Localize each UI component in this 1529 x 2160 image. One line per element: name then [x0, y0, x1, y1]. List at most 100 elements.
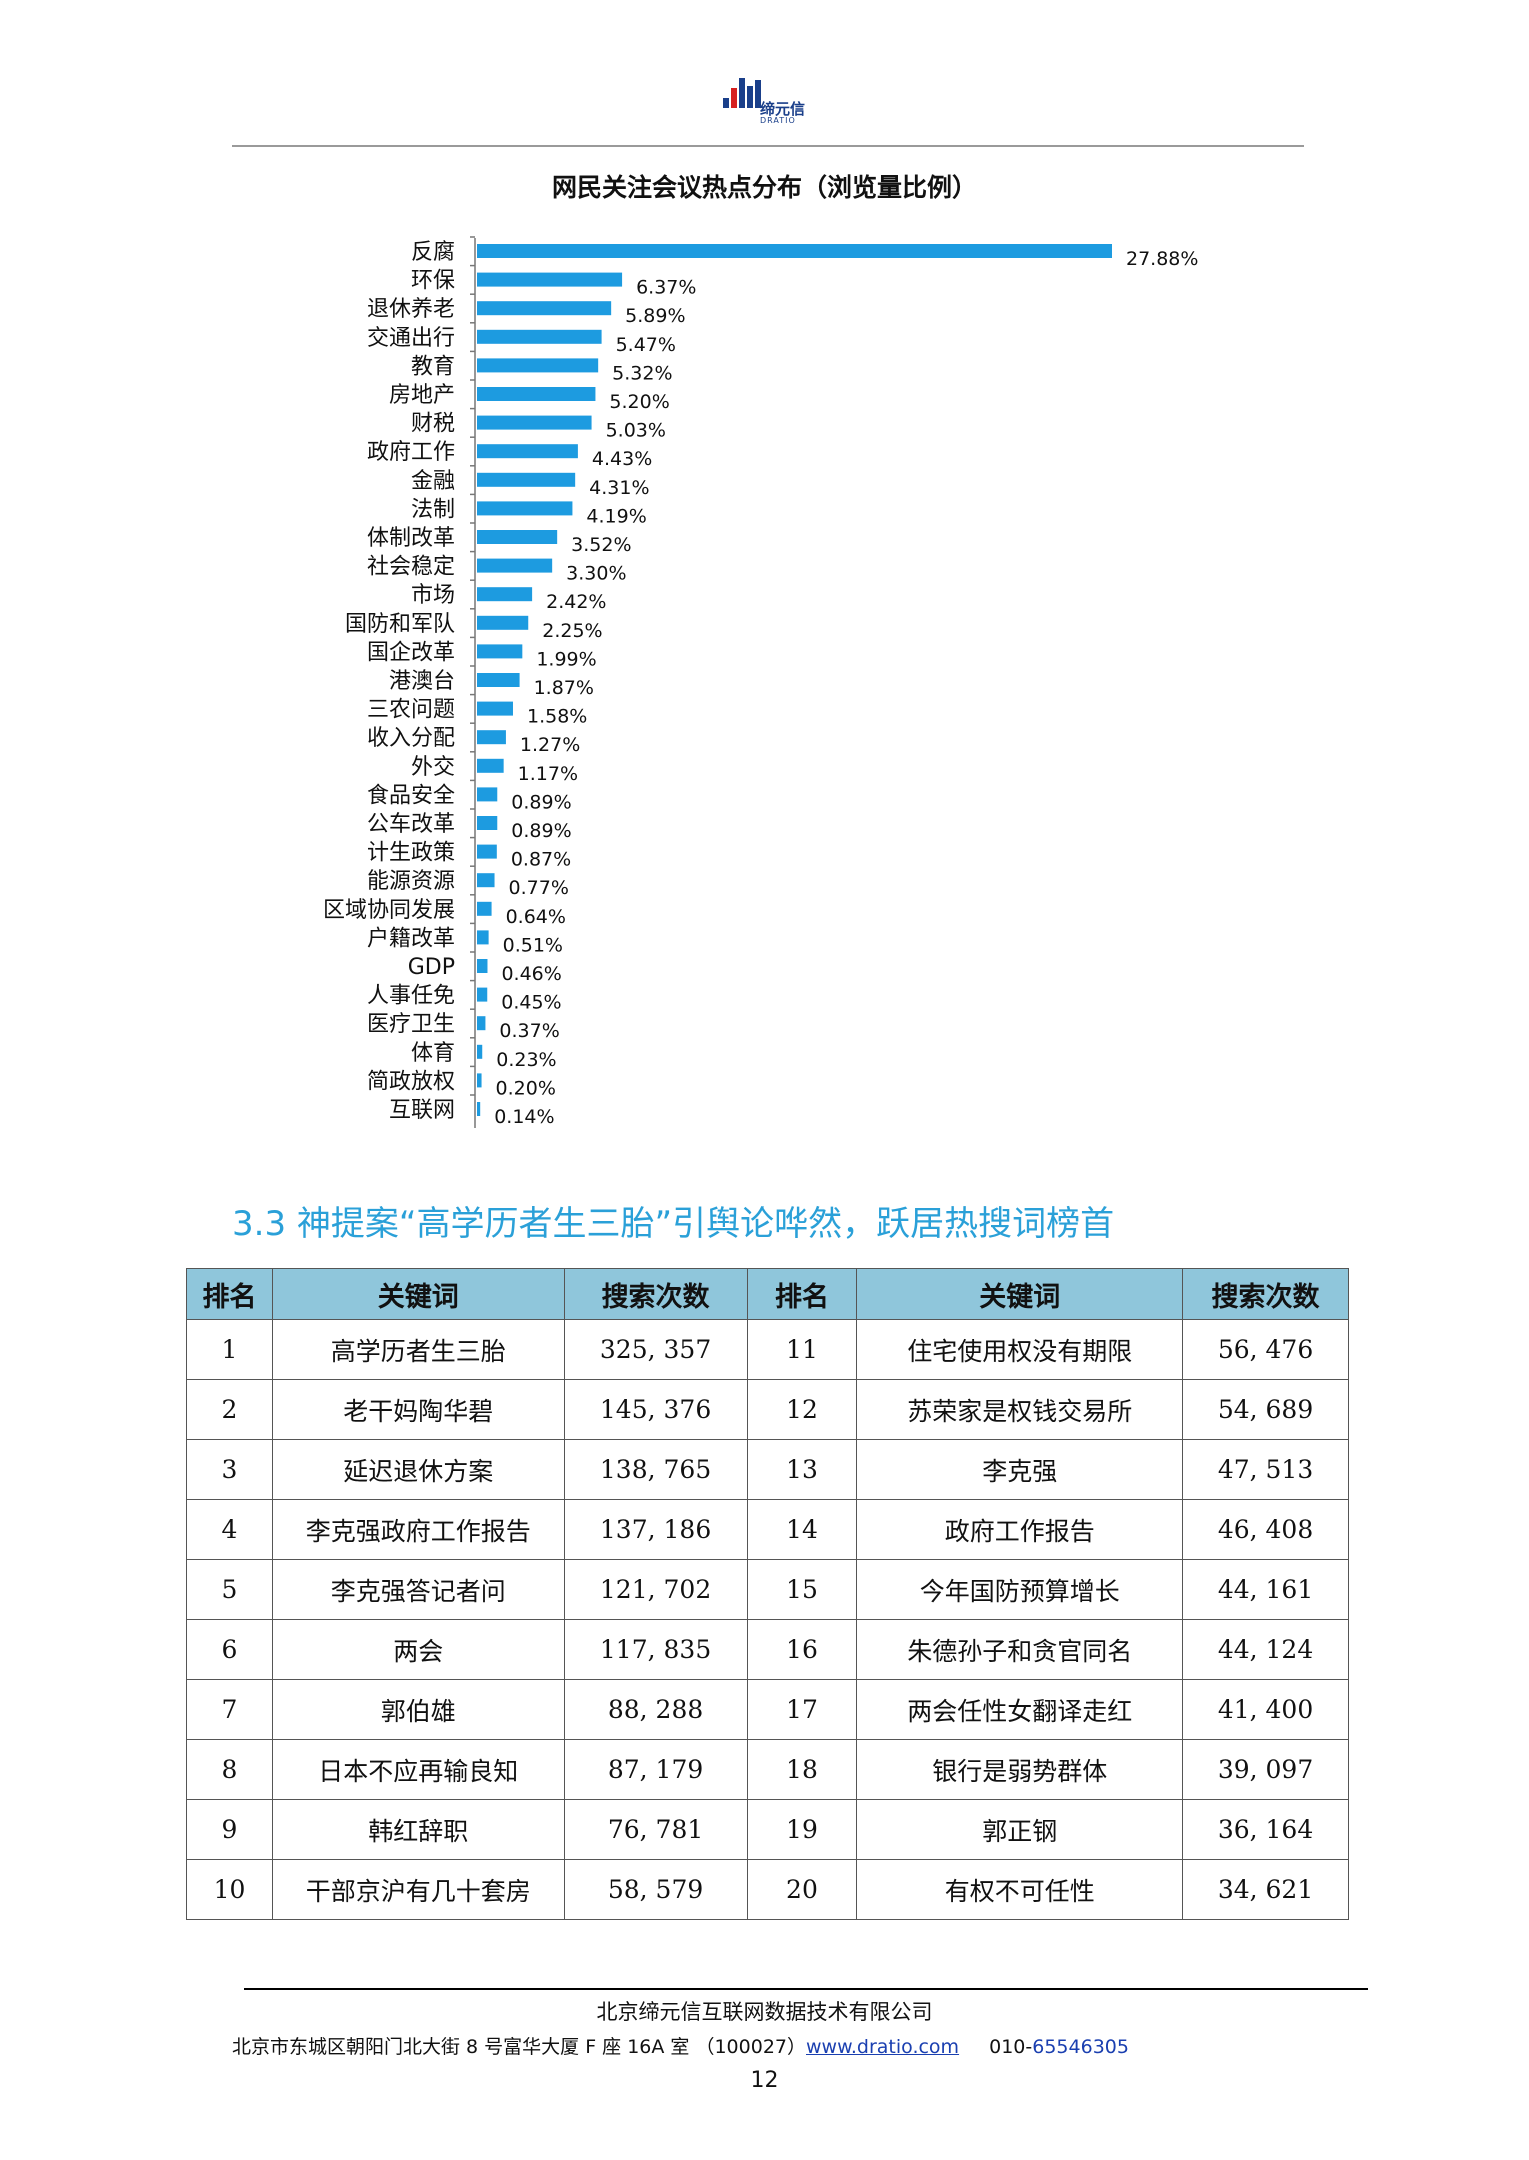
category-label: 交通出行 [367, 326, 455, 351]
category-label: 金融 [411, 469, 455, 494]
keyword-cell: 李克强 [856, 1439, 1184, 1500]
rank-cell: 11 [746, 1319, 858, 1380]
value-label: 4.19% [586, 505, 646, 527]
bar [477, 244, 1112, 258]
bar [477, 415, 592, 430]
keyword-cell: 郭正钢 [856, 1799, 1184, 1860]
search-count-cell: 137, 186 [563, 1499, 748, 1560]
website-link[interactable]: www.dratio.com [806, 2036, 960, 2058]
rank-cell: 14 [746, 1499, 858, 1560]
category-label: 房地产 [389, 383, 455, 408]
value-label: 4.31% [589, 477, 649, 499]
keyword-cell: 郭伯雄 [271, 1679, 565, 1740]
bar [477, 387, 596, 401]
bar [477, 701, 513, 716]
dratio-logo: 缔元信 DRATIO [718, 68, 828, 128]
bar [477, 329, 602, 344]
header-search-count: 搜索次数 [563, 1268, 748, 1320]
value-label: 0.89% [511, 791, 571, 813]
category-label: 简政放权 [367, 1069, 455, 1094]
keyword-cell: 有权不可任性 [856, 1859, 1184, 1920]
category-label: 国企改革 [367, 640, 455, 665]
value-label: 3.52% [571, 534, 631, 556]
search-count-cell: 36, 164 [1182, 1799, 1349, 1860]
rank-cell: 3 [186, 1439, 273, 1500]
header-keyword: 关键词 [271, 1268, 565, 1320]
value-label: 0.89% [511, 820, 571, 842]
search-count-cell: 121, 702 [563, 1559, 748, 1620]
table-row: 2 老干妈陶华碧 145, 376 12 苏荣家是权钱交易所 54, 689 [186, 1379, 1349, 1440]
bar [477, 1073, 482, 1088]
section-title: 3.3 神提案“高学历者生三胎”引舆论哗然，跃居热搜词榜首 [232, 1204, 1115, 1244]
keyword-cell: 政府工作报告 [856, 1499, 1184, 1560]
search-count-cell: 54, 689 [1182, 1379, 1349, 1440]
company-address: 北京市东城区朝阳门北大街 8 号富华大厦 F 座 16A 室 （100027）w… [232, 2032, 1129, 2059]
value-label: 0.23% [496, 1049, 556, 1071]
bar [477, 901, 492, 916]
value-label: 0.37% [499, 1020, 559, 1042]
category-label: 能源资源 [367, 869, 455, 894]
value-label: 1.87% [534, 677, 594, 699]
rank-cell: 7 [186, 1679, 273, 1740]
value-label: 1.58% [527, 706, 587, 728]
value-label: 5.03% [606, 420, 666, 442]
category-label: 计生政策 [367, 841, 455, 866]
footer-divider [244, 1988, 1368, 1990]
category-label: 人事任免 [367, 984, 455, 1009]
header-keyword: 关键词 [856, 1268, 1184, 1320]
header-rank: 排名 [746, 1268, 858, 1320]
rank-cell: 18 [746, 1739, 858, 1800]
search-count-cell: 44, 161 [1182, 1559, 1349, 1620]
bar [477, 530, 558, 544]
value-label: 0.87% [511, 849, 571, 871]
keyword-cell: 两会 [271, 1619, 565, 1680]
value-label: 4.43% [592, 448, 652, 470]
bar [477, 930, 489, 945]
bar [477, 987, 488, 1002]
table-row: 7 郭伯雄 88, 288 17 两会任性女翻译走红 41, 400 [186, 1679, 1349, 1740]
search-count-cell: 34, 621 [1182, 1859, 1349, 1920]
header-search-count: 搜索次数 [1182, 1268, 1349, 1320]
rank-cell: 1 [186, 1319, 273, 1380]
value-label: 0.46% [501, 963, 561, 985]
page-number: 12 [750, 2068, 779, 2093]
category-label: 教育 [411, 354, 455, 379]
bar [477, 1102, 481, 1116]
category-label: 区域协同发展 [323, 898, 455, 923]
header-rank: 排名 [186, 1268, 273, 1320]
bar [477, 844, 497, 859]
value-label: 0.45% [501, 992, 561, 1014]
table-row: 4 李克强政府工作报告 137, 186 14 政府工作报告 46, 408 [186, 1499, 1349, 1560]
value-label: 0.64% [506, 906, 566, 928]
table-row: 1 高学历者生三胎 325, 357 11 住宅使用权没有期限 56, 476 [186, 1319, 1349, 1380]
keyword-cell: 高学历者生三胎 [271, 1319, 565, 1380]
search-count-cell: 39, 097 [1182, 1739, 1349, 1800]
rank-cell: 20 [746, 1859, 858, 1920]
rank-cell: 17 [746, 1679, 858, 1740]
bar [477, 615, 529, 630]
value-label: 27.88% [1126, 248, 1198, 270]
bar [477, 758, 504, 773]
value-label: 1.17% [518, 763, 578, 785]
keyword-cell: 李克强答记者问 [271, 1559, 565, 1620]
rank-cell: 4 [186, 1499, 273, 1560]
phone-prefix: 010- [989, 2036, 1033, 2058]
rank-cell: 9 [186, 1799, 273, 1860]
value-label: 5.47% [616, 334, 676, 356]
keyword-cell: 今年国防预算增长 [856, 1559, 1184, 1620]
keyword-cell: 住宅使用权没有期限 [856, 1319, 1184, 1380]
rank-cell: 2 [186, 1379, 273, 1440]
value-label: 6.37% [636, 277, 696, 299]
category-label: 公车改革 [367, 812, 455, 837]
value-label: 2.25% [542, 620, 602, 642]
bar [477, 1016, 486, 1031]
table-row: 3 延迟退休方案 138, 765 13 李克强 47, 513 [186, 1439, 1349, 1500]
keyword-cell: 老干妈陶华碧 [271, 1379, 565, 1440]
bar [477, 1044, 483, 1059]
category-label: 三农问题 [367, 698, 455, 723]
value-label: 0.77% [509, 877, 569, 899]
bar [477, 358, 599, 373]
logo-name: 缔元信 [760, 100, 806, 118]
table-header-row: 排名 关键词 搜索次数 排名 关键词 搜索次数 [186, 1268, 1349, 1320]
bar [477, 587, 533, 602]
